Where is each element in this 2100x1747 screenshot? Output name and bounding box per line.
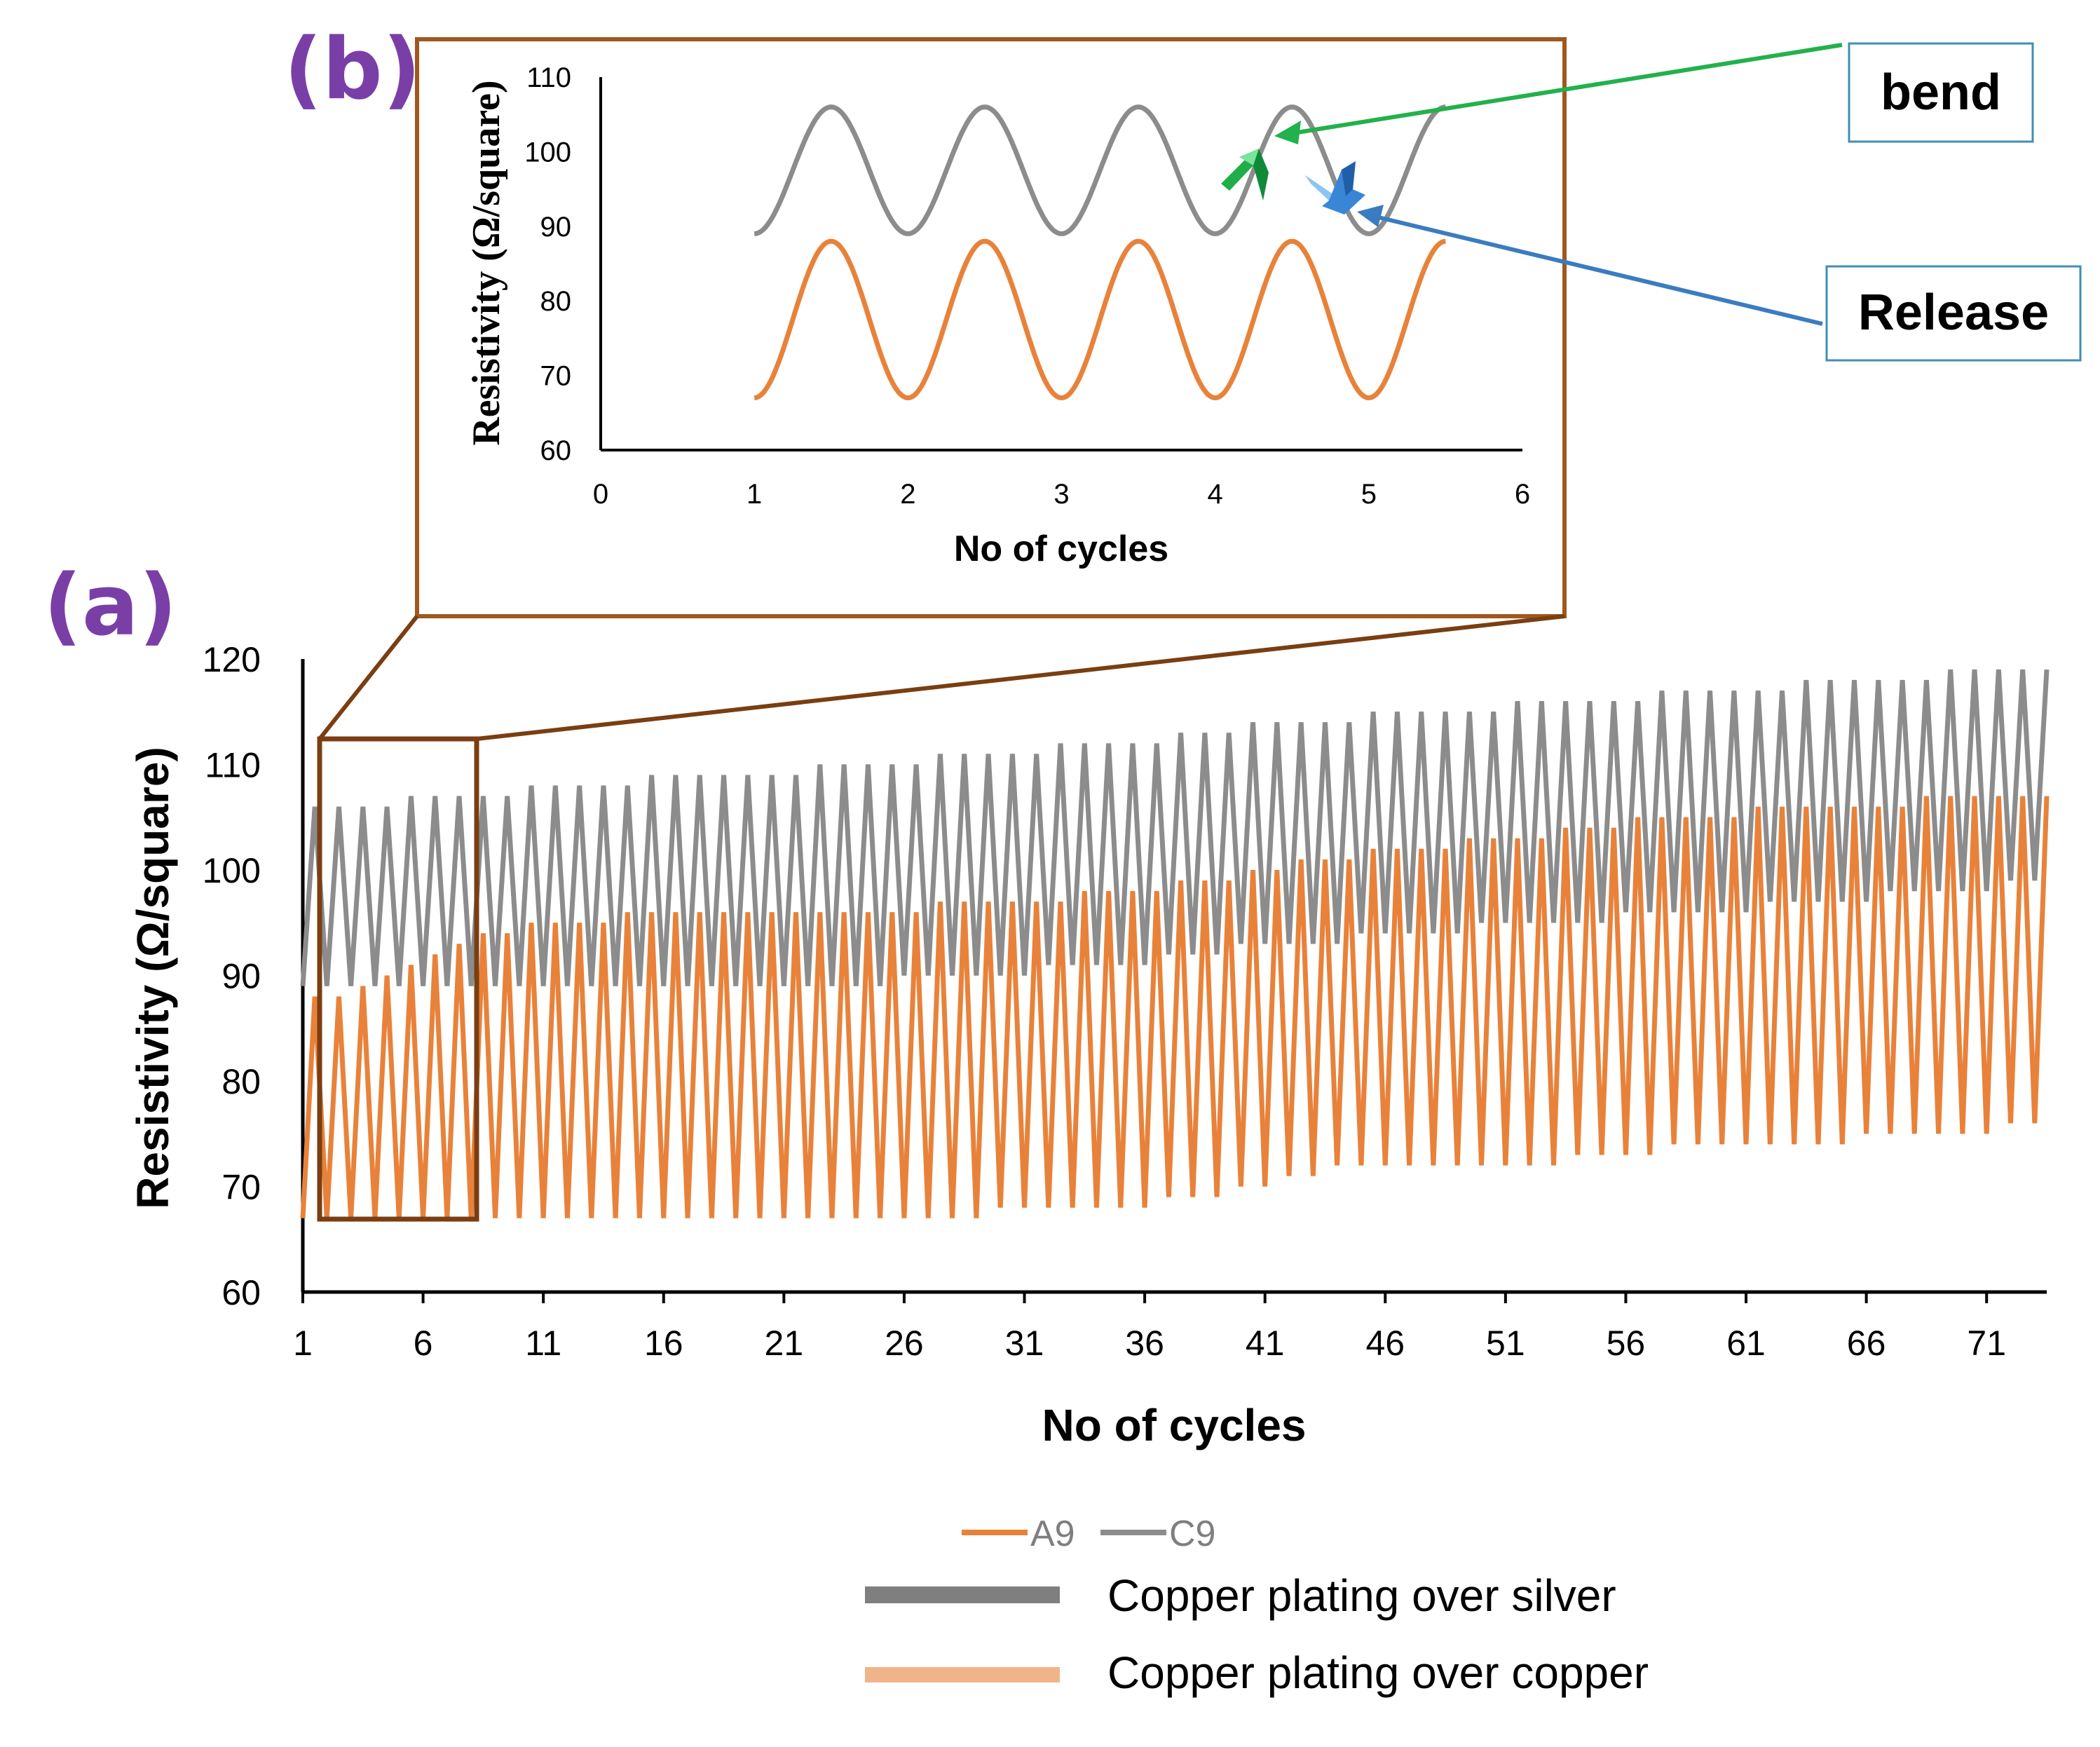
main-x-tick-label: 66: [1847, 1324, 1886, 1363]
main-y-tick-label: 100: [203, 851, 261, 890]
main-y-tick-label: 110: [205, 746, 261, 785]
main-x-ticks: 1 6 11 16 21 26 31 36 41 46 51 56 61 66 71: [293, 1292, 2006, 1363]
main-x-tick-label: 26: [885, 1324, 924, 1363]
inset-x-tick-label: 1: [746, 479, 762, 510]
inset-y-axis-label: Resistivity (Ω/square): [465, 80, 508, 445]
main-x-tick-label: 6: [414, 1324, 433, 1363]
panel-label-b: (b): [284, 21, 421, 118]
release-annotation: Release: [1858, 285, 2049, 341]
release-annotation-box: [1825, 265, 2082, 362]
bend-annotation: bend: [1881, 64, 2001, 121]
legend-bar-silver: [865, 1586, 1060, 1603]
legend-desc-copper: Copper plating over copper: [1107, 1647, 1649, 1698]
inset-x-tick-label: 2: [900, 479, 915, 510]
main-x-axis-label: No of cycles: [1042, 1400, 1306, 1450]
inset-x-tick-label: 4: [1208, 479, 1223, 510]
bend-pointer: [1274, 43, 1843, 144]
inset-x-ticks: 0 1 2 3 4 5 6: [593, 479, 1530, 510]
legend-desc-silver: Copper plating over silver: [1107, 1570, 1616, 1621]
panel-label-a: (a): [43, 557, 177, 655]
main-y-axis-label: Resistivity (Ω/square): [128, 747, 178, 1209]
zoom-box: [317, 736, 479, 1222]
release-down-arrow-icon: [1305, 161, 1365, 215]
bend-annotation-box: [1848, 42, 2034, 143]
legend-bar-copper: [865, 1667, 1060, 1683]
inset-series-a9: [754, 238, 1446, 401]
release-pointer: [1357, 205, 1823, 326]
inset-series: [754, 104, 1446, 401]
inset-series-c9: [754, 104, 1446, 236]
inset-y-tick-label: 90: [540, 212, 572, 243]
inset-y-tick-label: 100: [524, 137, 571, 168]
main-x-tick-label: 46: [1365, 1324, 1405, 1363]
zoom-connector-left: [318, 615, 419, 740]
main-series-a9: [300, 796, 2050, 1218]
main-x-tick-label: 51: [1486, 1324, 1525, 1363]
main-x-tick-label: 61: [1726, 1324, 1766, 1363]
inset-y-tick-label: 70: [540, 361, 572, 392]
inset-y-ticks: 60 70 80 90 100 110: [524, 62, 571, 466]
inset-x-axis-label: No of cycles: [954, 529, 1168, 569]
inset-x-tick-label: 5: [1361, 479, 1377, 510]
main-y-tick-label: 120: [203, 640, 261, 679]
inset-x-tick-label: 0: [593, 479, 608, 510]
legend-label-a9: A9: [1030, 1514, 1075, 1554]
inset-y-tick-label: 80: [540, 286, 572, 317]
zoom-connector-right: [476, 614, 1565, 741]
main-x-tick-label: 1: [293, 1324, 313, 1363]
main-y-tick-label: 70: [221, 1168, 261, 1207]
main-x-tick-label: 31: [1005, 1324, 1044, 1363]
main-y-tick-label: 90: [221, 957, 261, 996]
main-series-c9: [300, 669, 2050, 986]
inset-y-tick-label: 110: [526, 62, 571, 93]
main-x-tick-label: 36: [1125, 1324, 1164, 1363]
main-series: [300, 669, 2050, 1218]
inset-frame: [415, 37, 1567, 618]
main-x-tick-label: 56: [1607, 1324, 1646, 1363]
inset-x-tick-label: 6: [1515, 479, 1530, 510]
main-y-tick-label: 60: [221, 1273, 261, 1312]
main-y-tick-label: 80: [221, 1062, 261, 1101]
main-x-tick-label: 41: [1246, 1324, 1285, 1363]
inset-chart-axes: [599, 77, 1522, 451]
main-x-tick-label: 71: [1967, 1324, 2006, 1363]
bend-up-arrow-icon: [1221, 149, 1269, 200]
inset-y-tick-label: 60: [540, 435, 572, 466]
legend-label-c9: C9: [1169, 1514, 1215, 1554]
main-x-tick-label: 21: [765, 1324, 804, 1363]
inset-x-tick-label: 3: [1054, 479, 1069, 510]
main-y-ticks: 60 70 80 90 100 110 120: [203, 640, 261, 1312]
main-x-tick-label: 11: [525, 1324, 561, 1363]
legend: A9 C9 Copper plating over silver Copper …: [865, 1514, 1649, 1698]
main-x-tick-label: 16: [644, 1324, 683, 1363]
